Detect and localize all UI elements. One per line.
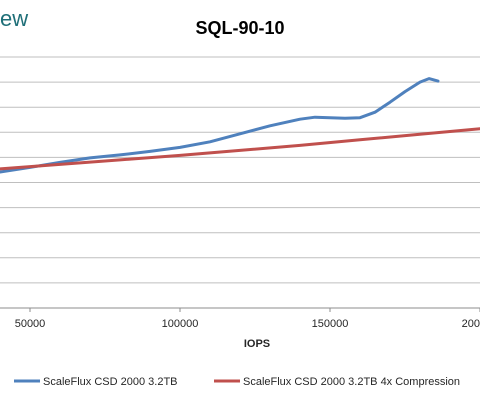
x-tick-label-1: 50000 (15, 318, 46, 330)
axes (0, 307, 480, 312)
series-line-2 (0, 127, 480, 171)
x-tick-labels: 50000 100000 150000 200000 (15, 318, 480, 330)
x-tick-label-4: 200000 (462, 318, 480, 330)
series-lines (0, 77, 480, 174)
legend-label-2: ScaleFlux CSD 2000 3.2TB 4x Compression (243, 376, 460, 388)
x-axis-label: IOPS (244, 338, 270, 350)
x-tick-label-2: 100000 (162, 318, 199, 330)
series-line-1 (0, 77, 440, 174)
x-tick-label-3: 150000 (312, 318, 349, 330)
gridlines (0, 56, 480, 284)
chart-title: SQL-90-10 (195, 18, 284, 38)
legend: ScaleFlux CSD 2000 3.2TB ScaleFlux CSD 20… (14, 376, 460, 388)
brand-logo-text: ew (0, 6, 28, 31)
legend-label-1: ScaleFlux CSD 2000 3.2TB (43, 376, 178, 388)
